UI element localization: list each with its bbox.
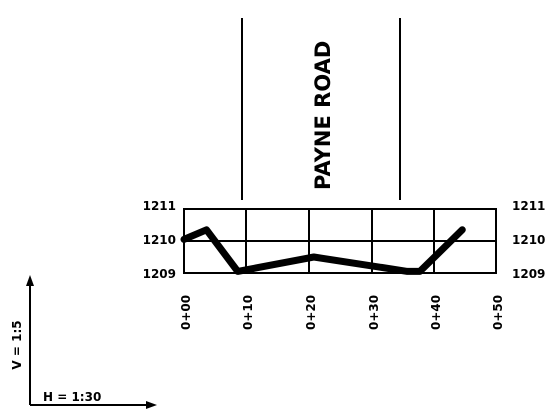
elev-right-1209: 1209	[512, 267, 545, 281]
station-label-50: 0+50	[491, 295, 505, 330]
station-label-0: 0+00	[179, 295, 193, 330]
road-name-label: PAYNE ROAD	[311, 41, 335, 190]
vertical-scale-arrowhead	[26, 275, 34, 286]
elev-left-1209: 1209	[143, 267, 176, 281]
station-label-20: 0+20	[304, 295, 318, 330]
horizontal-scale-label: H = 1:30	[43, 390, 101, 404]
elev-right-1210: 1210	[512, 233, 545, 247]
station-label-10: 0+10	[241, 295, 255, 330]
station-label-40: 0+40	[429, 295, 443, 330]
elev-right-1211: 1211	[512, 199, 545, 213]
elev-left-1211: 1211	[143, 199, 176, 213]
scale-indicator: V = 1:5 H = 1:30	[10, 275, 157, 409]
elev-left-1210: 1210	[143, 233, 176, 247]
vertical-scale-label: V = 1:5	[10, 320, 24, 369]
ground-profile-line	[180, 226, 466, 275]
horizontal-scale-arrowhead	[146, 401, 157, 409]
station-label-30: 0+30	[367, 295, 381, 330]
